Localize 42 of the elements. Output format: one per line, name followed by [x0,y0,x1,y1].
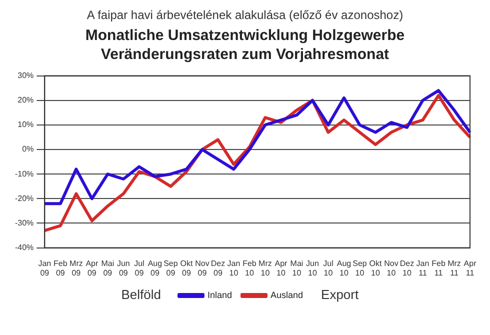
x-tick-label: Jul 09 [134,258,145,278]
y-tick-label: -30% [14,218,34,228]
x-tick-label: Apr 11 [464,258,477,278]
x-tick-label: Jul 10 [323,258,334,278]
x-tick-label: Aug 09 [148,258,162,278]
x-tick-label: Mrz 11 [448,258,461,278]
chart-title: Monatliche Umsatzentwicklung Holzgewerbe Veränderungsraten zum Vorjahresmonat [84,26,406,64]
x-tick-label: Sep 10 [352,258,368,278]
x-tick-label: Jun 09 [116,258,130,278]
legend-label: Ausland [270,290,304,300]
legend-label: Inland [207,290,232,300]
chart-subtitle: A faipar havi árbevételének alakulása (előző év azonoshoz) [86,8,404,22]
x-tick-label: Jan 11 [416,258,430,278]
x-tick-label: Aug 10 [336,258,352,278]
x-tick-label: Nov 09 [195,258,210,278]
x-tick-label: Feb 09 [54,258,68,278]
x-tick-label: Apr 09 [86,258,98,278]
text: Export [321,287,359,302]
x-tick-label: Dez 10 [400,258,414,278]
x-tick-label: Mai 09 [101,258,114,278]
x-tick-label: Jan 10 [227,258,240,278]
y-tick-label: -40% [14,243,34,252]
y-tick-label: -10% [14,169,34,178]
y-tick-label: -20% [14,194,34,203]
x-tick-label: Jan 09 [38,258,52,278]
y-tick-label: 10% [18,120,34,130]
x-tick-label: Mrz 10 [258,258,272,278]
x-tick-label: Mai 10 [290,258,304,278]
y-tick-label: 0% [22,144,34,154]
x-tick-label: Okt 09 [180,258,194,278]
text: Belföld [121,287,161,302]
x-tick-label: Dez 09 [210,258,226,278]
x-tick-label: Feb 11 [432,258,446,278]
x-tick-label: Sep 09 [164,258,178,278]
x-tick-label: Apr 10 [274,258,288,278]
x-tick-label: Okt 10 [369,258,382,278]
x-tick-label: Feb 10 [242,258,257,278]
x-tick-label: Mrz 09 [70,258,83,278]
x-tick-label: Nov 10 [384,258,398,278]
x-tick-label: Jun 10 [306,258,319,278]
y-tick-label: 30% [18,71,34,80]
y-tick-label: 20% [18,96,34,105]
